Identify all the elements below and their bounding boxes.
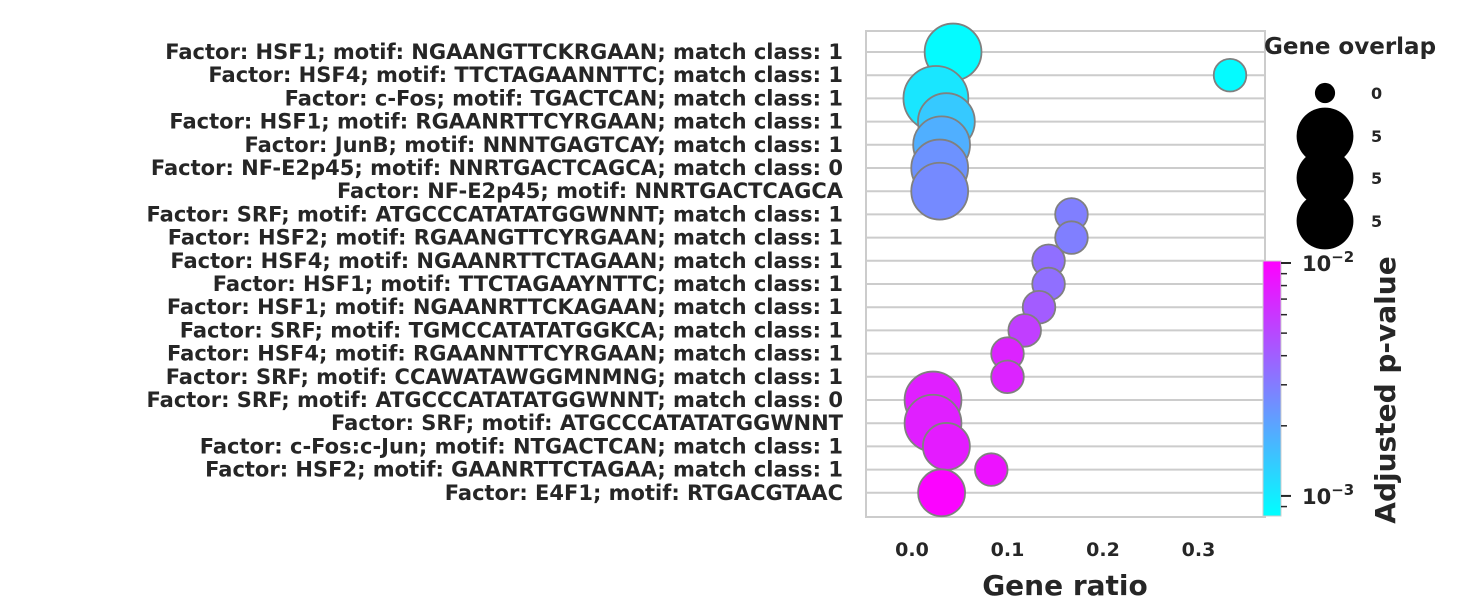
size-legend-title: Gene overlap (1264, 34, 1436, 60)
y-tick-labels: Factor: HSF1; motif: NGAANGTTCKRGAAN; ma… (147, 40, 844, 505)
size-legend-marker (1314, 82, 1336, 104)
y-tick-label: Factor: HSF1; motif: NGAANGTTCKRGAAN; ma… (165, 40, 843, 64)
y-tick-label: Factor: HSF4; motif: TTCTAGAANNTTC; matc… (208, 63, 843, 87)
data-point (922, 422, 971, 471)
colorbar-gradient (1262, 260, 1282, 517)
y-tick-label: Factor: c-Fos:c-Jun; motif: NTGACTCAN; m… (200, 434, 843, 458)
size-legend-label: 0 (1371, 84, 1382, 103)
y-tick-label: Factor: E4F1; motif: RTGACGTAAC (445, 481, 843, 505)
y-tick-label: Factor: HSF4; motif: RGAANNTTCYRGAAN; ma… (167, 342, 843, 366)
data-point (974, 452, 1009, 487)
size-legend-label: 5 (1371, 127, 1382, 146)
y-tick-label: Factor: HSF1; motif: RGAANRTTCYRGAAN; ma… (169, 110, 843, 134)
x-tick-label: 0.1 (991, 539, 1025, 561)
x-tick-labels: 0.0 0.1 0.2 0.3 (895, 539, 1215, 561)
y-tick-label: Factor: HSF2; motif: RGAANGTTCYRGAAN; ma… (168, 226, 843, 250)
data-point (1007, 313, 1042, 348)
y-tick-label: Factor: SRF; motif: ATGCCCATATATGGWNNT (331, 411, 844, 435)
x-tick-label: 0.2 (1086, 539, 1120, 561)
y-tick-label: Factor: SRF; motif: ATGCCCATATATGGWNNT; … (147, 388, 843, 412)
y-tick-label: Factor: HSF1; motif: TTCTAGAAYNTTC; matc… (213, 272, 843, 296)
colorbar-ticks: 10−2 10−3 (1281, 248, 1354, 509)
data-points (902, 22, 1248, 518)
size-legend: 0 5 5 5 (1296, 82, 1382, 250)
y-tick-label: Factor: JunB; motif: NNNTGAGTCAY; match … (245, 133, 844, 157)
size-legend-marker (1296, 107, 1354, 165)
data-point (910, 161, 970, 221)
y-tick-label: Factor: NF-E2p45; motif: NNRTGACTCAGCA (337, 179, 844, 203)
x-axis-label: Gene ratio (982, 569, 1148, 602)
y-tick-label: Factor: HSF4; motif: NGAANRTTCTAGAAN; ma… (170, 249, 843, 273)
colorbar-label: Adjusted p-value (1369, 256, 1402, 523)
data-point (990, 359, 1025, 394)
data-point (1054, 220, 1089, 255)
colorbar-tick-label: 10−3 (1302, 481, 1354, 509)
y-tick-label: Factor: SRF; motif: TGMCCATATATGGKCA; ma… (180, 318, 843, 342)
y-tick-label: Factor: HSF1; motif: NGAANRTTCKAGAAN; ma… (167, 295, 843, 319)
y-tick-label: Factor: SRF; motif: CCAWATAWGGMNMNG; mat… (166, 365, 843, 389)
size-legend-marker (1296, 192, 1354, 250)
y-tick-label: Factor: HSF2; motif: GAANRTTCTAGAA; matc… (205, 458, 843, 482)
size-legend-label: 5 (1371, 169, 1382, 188)
y-tick-label: Factor: NF-E2p45; motif: NNRTGACTCAGCA; … (151, 156, 843, 180)
y-tick-label: Factor: SRF; motif: ATGCCCATATATGGWNNT; … (147, 202, 843, 226)
data-point (917, 468, 966, 518)
colorbar-tick-label: 10−2 (1302, 248, 1354, 276)
size-legend-label: 5 (1371, 212, 1382, 231)
x-tick-label: 0.3 (1182, 539, 1216, 561)
x-tick-label: 0.0 (895, 539, 929, 561)
y-tick-label: Factor: c-Fos; motif: TGACTCAN; match cl… (285, 86, 843, 110)
size-legend-marker (1296, 149, 1354, 207)
data-point (1212, 57, 1248, 93)
